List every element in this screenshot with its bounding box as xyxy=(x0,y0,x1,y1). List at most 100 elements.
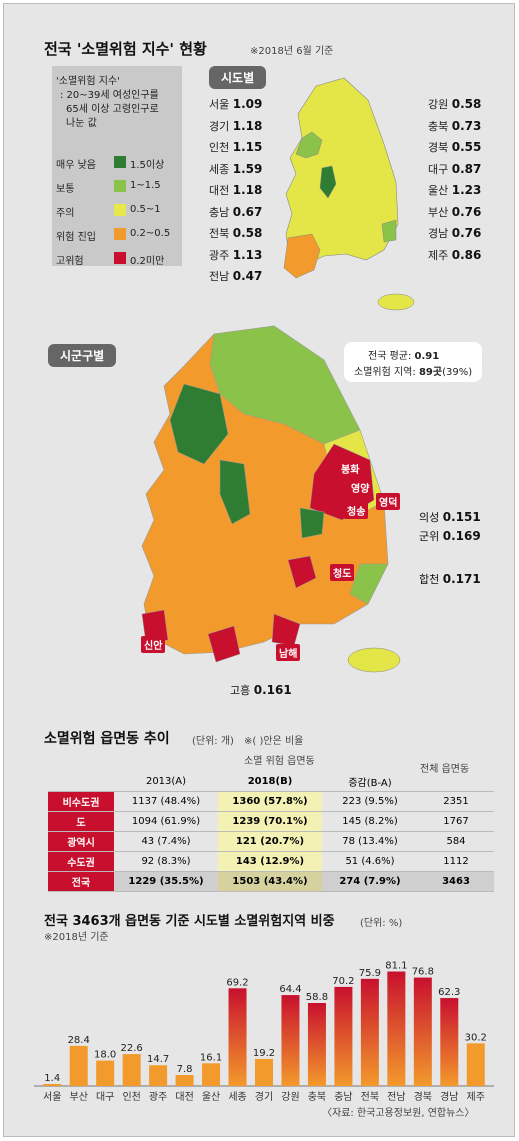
cell-c3: 78 (13.4%) xyxy=(322,831,418,852)
region-regions_left-1: 경기 1.18 xyxy=(209,118,263,133)
cell-c3: 274 (7.9%) xyxy=(322,871,418,892)
bar-서울 xyxy=(43,1084,62,1086)
bar-chart: 1.4 서울 28.4 부산 18.0 대구 22.6 인천 14.7 광주 7.8 대전 16.1 울산… xyxy=(34,961,494,1103)
category-label: 인천 xyxy=(122,1091,140,1103)
risk-area-label: 소멸위험 지역: xyxy=(354,367,416,378)
map-label-sinan: 신안 xyxy=(141,636,166,653)
sido-badge: 시도별 xyxy=(209,66,267,89)
chart-title: 전국 3463개 읍면동 기준 시도별 소멸위험지역 비중 xyxy=(44,914,335,929)
map-label-cheongdo: 청도 xyxy=(330,564,355,581)
legend-desc-2: : 20~39세 여성인구를 xyxy=(60,90,159,101)
legend-range: 0.5~1 xyxy=(130,204,161,215)
category-label: 제주 xyxy=(467,1091,485,1103)
region-regions_right-3: 대구 0.87 xyxy=(428,161,482,176)
sigungu-map xyxy=(141,325,401,673)
county-gunwi: 군위 0.169 xyxy=(419,529,481,543)
category-label: 강원 xyxy=(281,1091,299,1103)
cell-label: 광역시 xyxy=(48,831,114,852)
bar-전북 xyxy=(360,978,379,1086)
cell-c1: 92 (8.3%) xyxy=(114,851,218,872)
category-label: 세종 xyxy=(228,1091,246,1103)
legend-label: 보통 xyxy=(56,184,75,195)
region-regions_left-3: 세종 1.59 xyxy=(209,161,263,176)
region-regions_right-6: 경남 0.76 xyxy=(428,226,482,240)
avg-label: 전국 평균: xyxy=(368,351,412,362)
cell-c1: 1094 (61.9%) xyxy=(114,811,218,832)
data-label: 81.1 xyxy=(385,961,407,972)
col-diff: 증감(B-A) xyxy=(322,772,418,792)
category-label: 전북 xyxy=(361,1091,379,1103)
risk-area-pct: (39%) xyxy=(442,367,473,378)
map-label-yeongdeok: 영덕 xyxy=(376,493,401,510)
region-regions_left-6: 전북 0.58 xyxy=(209,226,263,240)
cell-c3: 223 (9.5%) xyxy=(322,791,418,812)
data-label: 70.2 xyxy=(332,976,354,987)
legend-range: 0.2~0.5 xyxy=(130,228,171,239)
data-label: 58.8 xyxy=(306,992,328,1003)
data-label: 14.7 xyxy=(147,1054,169,1065)
avg-value: 0.91 xyxy=(414,351,440,362)
legend: '소멸위험 지수' : 20~39세 여성인구를 65세 이상 고령인구로 나눈… xyxy=(52,66,182,267)
region-regions_right-4: 울산 1.23 xyxy=(428,183,482,197)
category-label: 서울 xyxy=(43,1091,61,1103)
legend-range: 1.5이상 xyxy=(130,160,165,171)
map-label-namhae: 남해 xyxy=(276,644,301,661)
region-regions_left-8: 전남 0.47 xyxy=(209,269,263,283)
legend-swatch xyxy=(114,180,126,192)
legend-desc-1: '소멸위험 지수' xyxy=(56,76,120,87)
col-2013: 2013(A) xyxy=(114,772,218,792)
region-regions_left-7: 광주 1.13 xyxy=(209,247,263,262)
data-label: 69.2 xyxy=(226,977,248,988)
category-label: 경남 xyxy=(440,1090,458,1103)
region-regions_left-5: 충남 0.67 xyxy=(209,204,263,219)
bar-광주 xyxy=(149,1065,168,1086)
source: 〈자료: 한국고용정보원, 연합뉴스〉 xyxy=(322,1108,475,1119)
table-row: 도 1094 (61.9%) 1239 (70.1%) 145 (8.2%) 1767 xyxy=(48,811,494,832)
data-label: 22.6 xyxy=(121,1043,143,1054)
chart-unit: (단위: %) xyxy=(360,918,403,929)
risk-area-count: 89곳 xyxy=(418,367,443,378)
bar-강원 xyxy=(281,995,300,1086)
table-row: 전국 1229 (35.5%) 1503 (43.4%) 274 (7.9%) 3463 xyxy=(48,871,494,892)
cell-c1: 1229 (35.5%) xyxy=(114,871,218,892)
category-label: 부산 xyxy=(70,1091,88,1103)
legend-swatch xyxy=(114,204,126,216)
legend-swatch xyxy=(114,252,126,264)
region-regions_left-4: 대전 1.18 xyxy=(209,183,263,197)
data-label: 7.8 xyxy=(177,1064,193,1075)
data-label: 18.0 xyxy=(94,1050,116,1061)
bar-인천 xyxy=(122,1054,141,1086)
legend-label: 위험 진입 xyxy=(56,232,96,243)
map-label-cheongsong: 청송 xyxy=(344,502,369,519)
bar-세종 xyxy=(228,988,247,1086)
sido-map xyxy=(283,77,415,311)
data-label: 19.2 xyxy=(253,1048,275,1059)
category-label: 대구 xyxy=(96,1091,114,1103)
bar-전남 xyxy=(387,971,406,1086)
table-title: 소멸위험 읍면동 추이 xyxy=(44,731,170,747)
bar-제주 xyxy=(466,1043,485,1086)
bar-충남 xyxy=(334,986,353,1086)
map-label-yeongyang: 영양 xyxy=(348,479,373,496)
legend-range: 0.2미만 xyxy=(130,256,165,267)
page-title: 전국 '소멸위험 지수' 현황 xyxy=(44,40,207,58)
table-row: 수도권 92 (8.3%) 143 (12.9%) 51 (4.6%) 1112 xyxy=(48,851,494,872)
legend-desc-4: 나눈 값 xyxy=(66,118,97,129)
category-label: 울산 xyxy=(202,1091,220,1103)
category-label: 전남 xyxy=(387,1091,405,1103)
bar-충북 xyxy=(307,1002,326,1086)
legend-swatch xyxy=(114,228,126,240)
map-label-bonghwa: 봉화 xyxy=(338,460,363,477)
data-label: 62.3 xyxy=(438,987,460,998)
cell-c3: 145 (8.2%) xyxy=(322,811,418,832)
data-label: 64.4 xyxy=(279,984,301,995)
table-total-header: 전체 읍면동 xyxy=(420,764,470,775)
cell-label: 수도권 xyxy=(48,851,114,872)
cell-c3: 51 (4.6%) xyxy=(322,851,418,872)
cell-label: 비수도권 xyxy=(48,791,114,812)
national-average-box: 전국 평균: 0.91 소멸위험 지역: 89곳(39%) xyxy=(344,342,482,382)
cell-total: 1767 xyxy=(418,811,494,832)
county-goheung: 고흥 0.161 xyxy=(230,683,292,697)
cell-total: 3463 xyxy=(418,871,494,892)
bar-대구 xyxy=(96,1060,115,1086)
